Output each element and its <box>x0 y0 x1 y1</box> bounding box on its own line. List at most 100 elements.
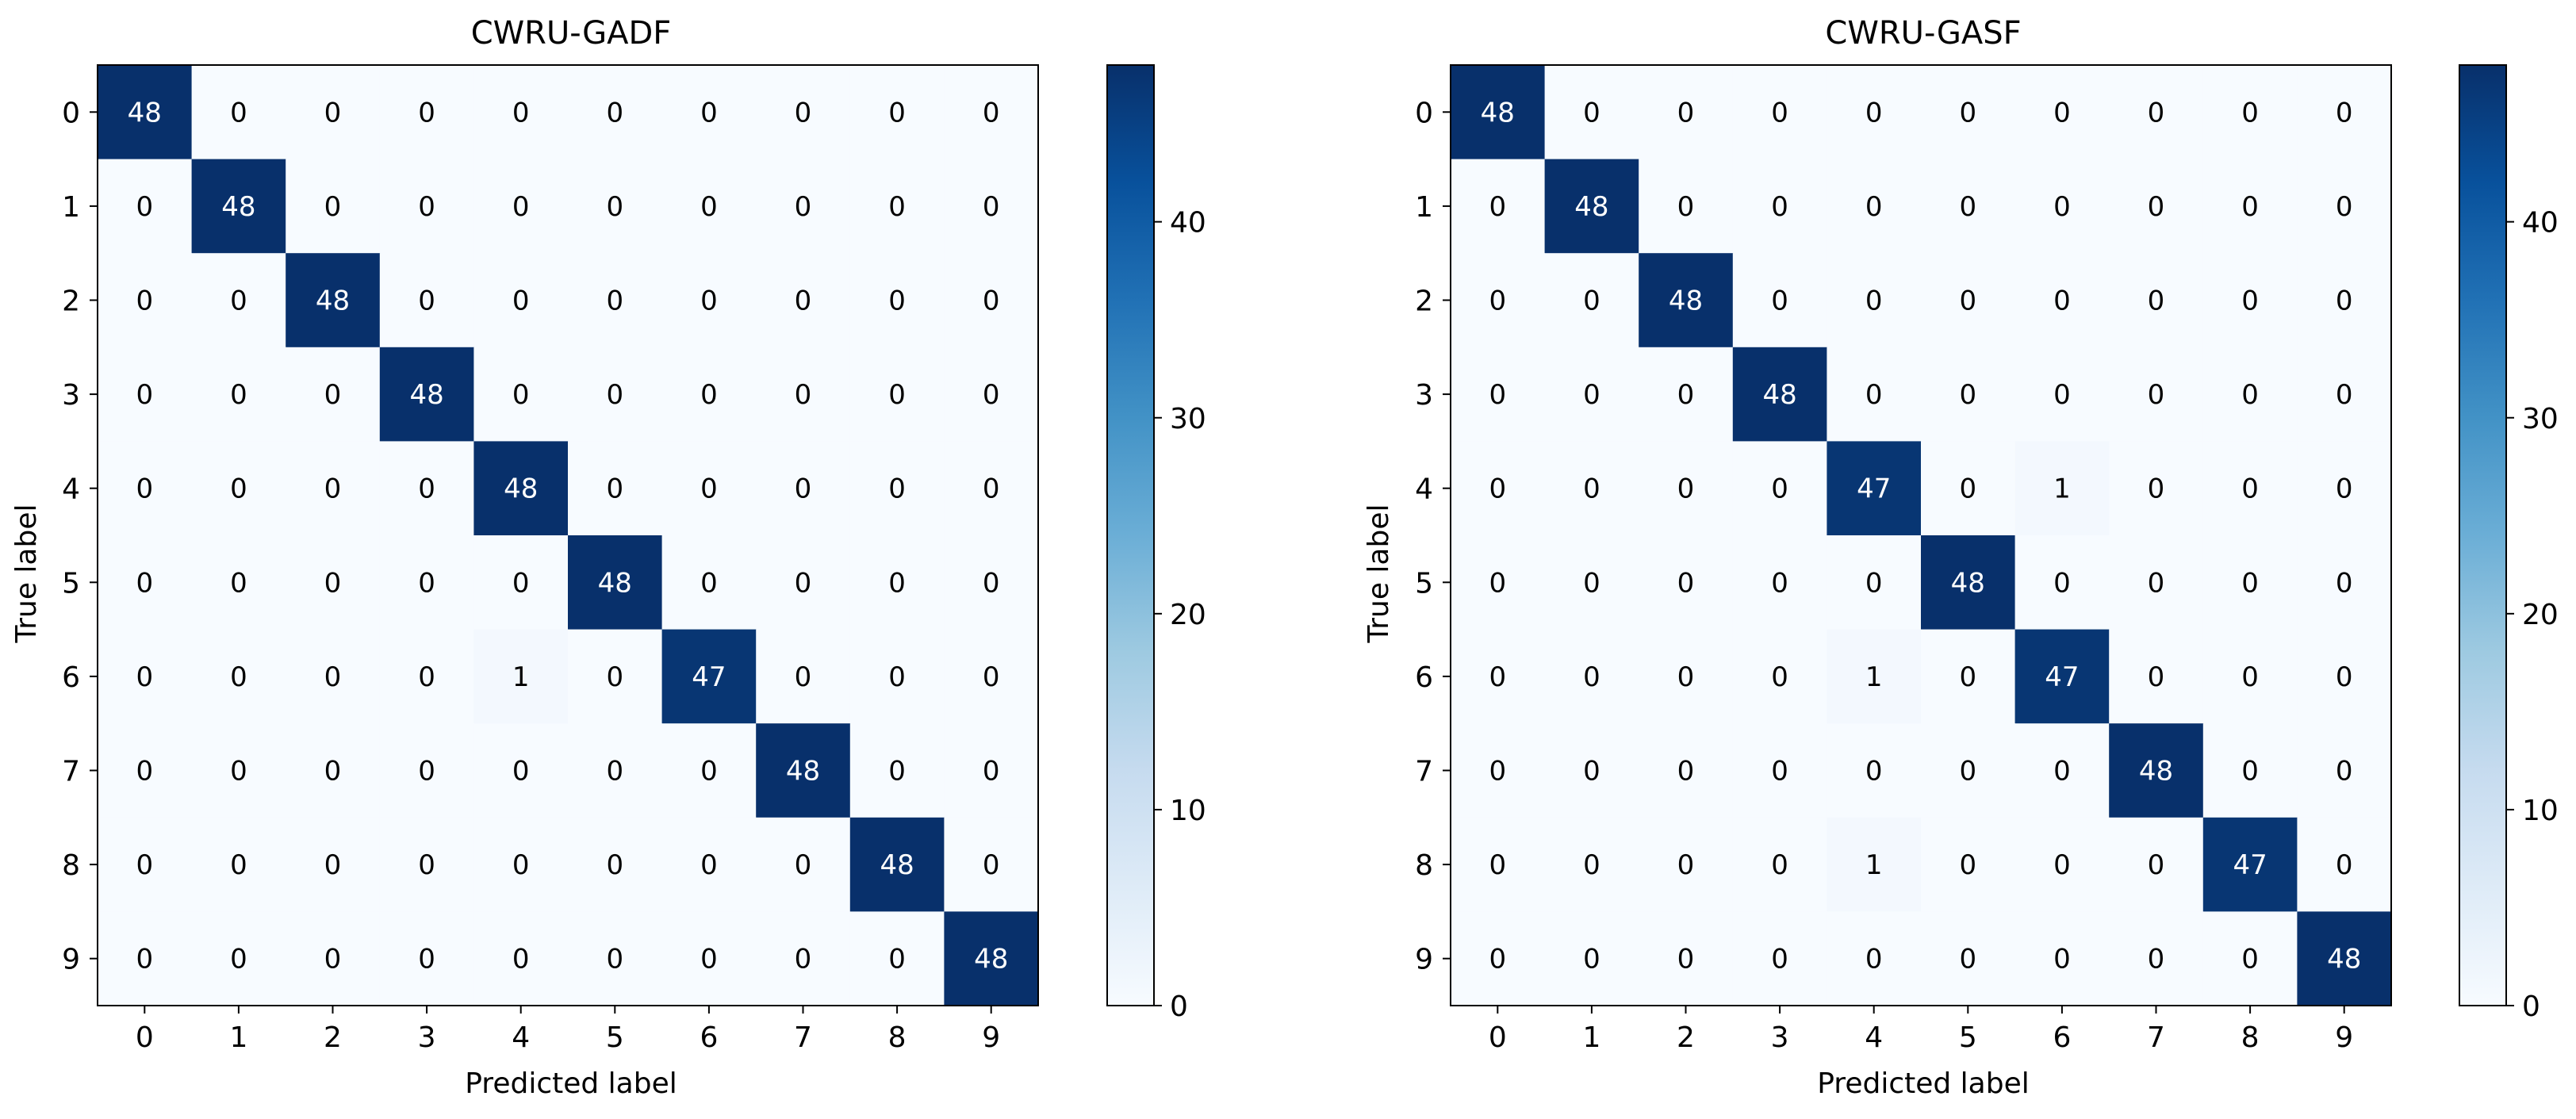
heatmap-cell <box>2202 911 2298 1006</box>
heatmap-cell <box>1544 65 1639 160</box>
y-tick-label: 0 <box>1415 97 1433 129</box>
x-tick-label: 5 <box>606 1021 624 1054</box>
cell-value-label: 1 <box>2053 473 2071 505</box>
x-axis-ticks: 0 1 2 3 4 5 6 7 8 9 <box>1489 1006 2353 1054</box>
cell-value-label: 0 <box>795 473 812 505</box>
colorbar-tick-label: 10 <box>1170 795 1206 827</box>
heatmap-cell <box>379 65 474 160</box>
heatmap-cell <box>568 629 663 724</box>
heatmap-cell <box>98 723 193 818</box>
cell-value-label: 0 <box>2241 756 2259 788</box>
cell-value-label: 0 <box>1677 944 1695 975</box>
cell-value-label: 0 <box>1865 756 1883 788</box>
heatmap-cell <box>286 723 381 818</box>
y-tick-label: 5 <box>62 567 80 600</box>
cell-value-label: 1 <box>1865 661 1883 693</box>
cell-value-label: 0 <box>606 379 623 411</box>
cell-value-label: 0 <box>1583 285 1600 317</box>
heatmap-cell <box>756 629 851 724</box>
cell-value-label: 0 <box>1865 97 1883 128</box>
cell-value-label: 0 <box>2148 473 2165 505</box>
colorbar-tick-label: 30 <box>2522 403 2559 435</box>
heatmap-cell <box>2014 441 2110 536</box>
heatmap-cell <box>2109 535 2204 630</box>
x-axis-ticks: 0 1 2 3 4 5 6 7 8 9 <box>136 1006 1000 1054</box>
heatmap-cell <box>1921 347 2016 442</box>
cell-value-label: 0 <box>2053 379 2071 411</box>
cell-value-label: 0 <box>2241 473 2259 505</box>
cell-value-label: 0 <box>1583 756 1600 788</box>
heatmap-cell <box>1827 911 1922 1006</box>
heatmap-cell <box>2202 629 2298 724</box>
heatmap-cell <box>379 817 474 912</box>
heatmap-cell <box>1921 65 2016 160</box>
cell-value-label: 0 <box>1583 944 1600 975</box>
heatmap-cell <box>568 159 663 254</box>
x-tick-label: 2 <box>324 1021 342 1054</box>
heatmap-cell <box>849 911 945 1006</box>
heatmap-cell <box>1544 723 1639 818</box>
cell-value-label: 0 <box>1771 849 1788 881</box>
heatmap-cell <box>661 65 757 160</box>
cell-value-label: 0 <box>1677 191 1695 223</box>
cell-value-label: 48 <box>2327 944 2361 975</box>
heatmap-cell <box>849 441 945 536</box>
heatmap-cell <box>1451 65 1546 160</box>
heatmap-cell <box>2014 347 2110 442</box>
x-tick-label: 9 <box>982 1021 1000 1054</box>
cell-value-label: 0 <box>324 756 342 788</box>
heatmap-cell <box>1732 159 1827 254</box>
x-tick-label: 7 <box>794 1021 812 1054</box>
heatmap-cell <box>661 159 757 254</box>
colorbar-gradient <box>1106 64 1155 1006</box>
heatmap-cell <box>568 253 663 348</box>
cell-value-label: 0 <box>1865 944 1883 975</box>
cell-value-label: 0 <box>888 944 906 975</box>
colorbar-tick-label: 20 <box>1170 599 1206 631</box>
heatmap-cell <box>1921 535 2016 630</box>
heatmap-cell <box>756 441 851 536</box>
cell-value-label: 0 <box>324 849 342 881</box>
cell-value-label: 0 <box>1677 661 1695 693</box>
cell-value-label: 0 <box>1489 567 1506 599</box>
heatmap-cell <box>286 911 381 1006</box>
cell-value-label: 0 <box>1959 849 1976 881</box>
cell-value-label: 0 <box>418 661 435 693</box>
cell-value-label: 0 <box>1865 567 1883 599</box>
confusion-matrix-panel-gasf: CWRU-GASF 48 0 0 0 0 0 0 0 0 00 48 0 0 0 0 0 0 0 00 0 48 0 0 0 0… <box>1363 15 2559 1100</box>
x-tick-label: 2 <box>1677 1021 1695 1054</box>
cell-value-label: 0 <box>2336 661 2353 693</box>
heatmap-cell <box>661 911 757 1006</box>
cell-value-label: 0 <box>983 661 1000 693</box>
colorbar-tick-label: 20 <box>2522 599 2559 631</box>
heatmap-cell <box>1827 441 1922 536</box>
cell-value-label: 0 <box>1489 379 1506 411</box>
cell-value-label: 0 <box>418 944 435 975</box>
heatmap-cell <box>568 535 663 630</box>
heatmap-cell <box>2014 159 2110 254</box>
heatmap-cell <box>473 817 569 912</box>
cell-value-label: 0 <box>136 756 153 788</box>
heatmap-cell <box>661 441 757 536</box>
heatmap-cell <box>379 629 474 724</box>
heatmap-cell <box>849 65 945 160</box>
heatmap-cell <box>849 535 945 630</box>
cell-value-label: 0 <box>2053 849 2071 881</box>
heatmap-cell <box>2297 911 2392 1006</box>
cell-value-label: 0 <box>983 191 1000 223</box>
heatmap-cell <box>2297 629 2392 724</box>
heatmap-cell <box>1451 441 1546 536</box>
cell-value-label: 0 <box>2148 97 2165 128</box>
cell-value-label: 0 <box>700 473 718 505</box>
cell-value-label: 0 <box>1771 285 1788 317</box>
cell-value-label: 0 <box>2053 97 2071 128</box>
heatmap-cell <box>473 629 569 724</box>
heatmap-cell <box>1451 535 1546 630</box>
heatmap-cell <box>379 441 474 536</box>
heatmap-cell <box>1451 347 1546 442</box>
heatmap-cell <box>2297 65 2392 160</box>
heatmap-cell <box>944 723 1039 818</box>
cell-value-label: 0 <box>2241 944 2259 975</box>
heatmap-cell <box>1827 159 1922 254</box>
heatmap-cell <box>191 159 286 254</box>
